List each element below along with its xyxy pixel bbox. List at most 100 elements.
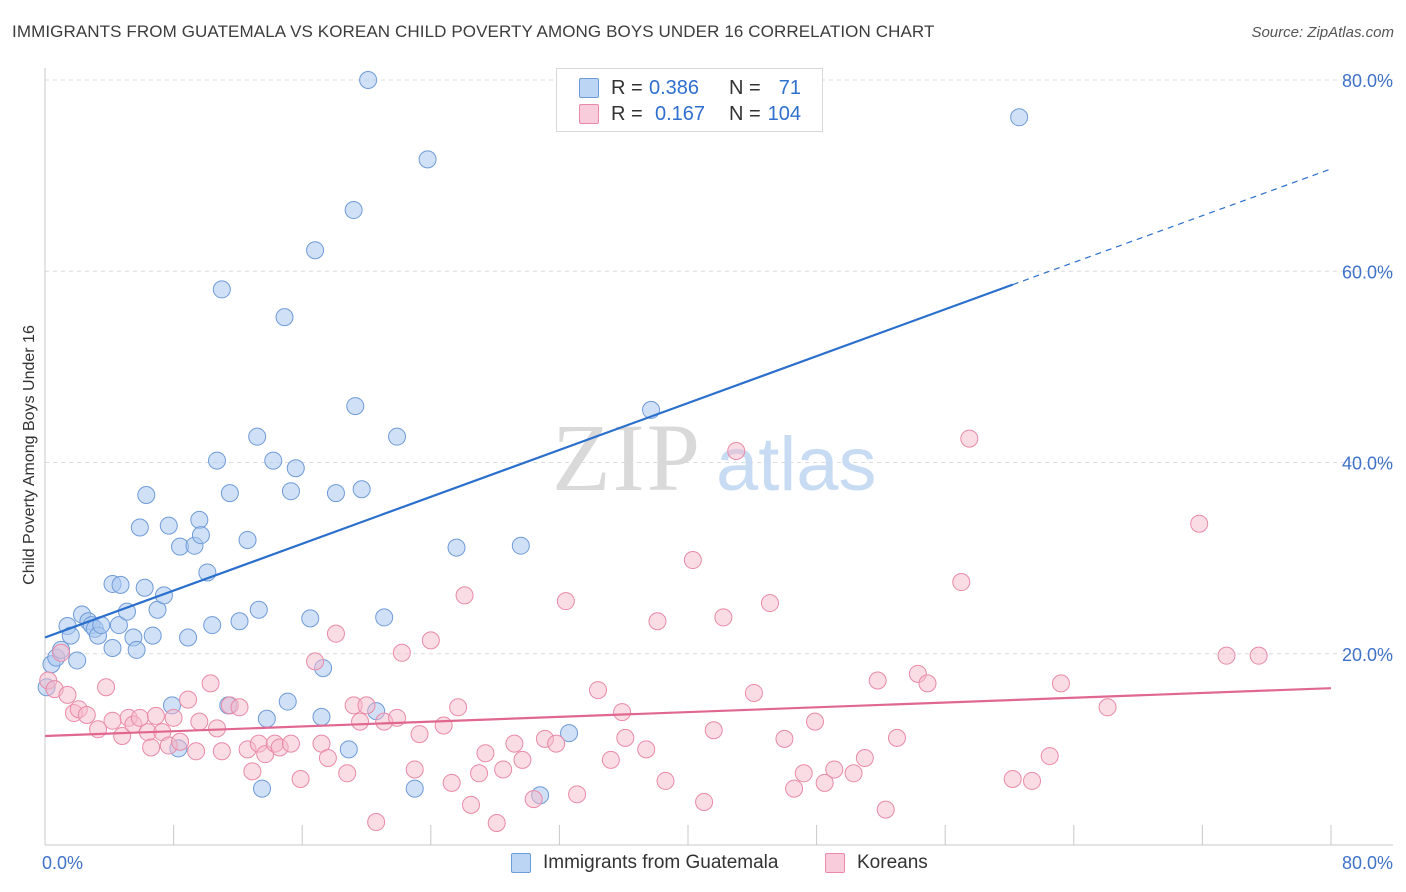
legend-n-value: 71: [778, 76, 801, 99]
data-point-koreans: [714, 608, 733, 627]
data-point-guatemala: [301, 609, 320, 628]
bottom-legend-swatch-pink: [825, 853, 845, 873]
data-point-guatemala: [275, 308, 294, 327]
stats-legend: R = 0.386 N = 71 R = 0.167 N = 104: [556, 68, 823, 132]
data-point-guatemala: [137, 486, 156, 505]
data-point-koreans: [449, 698, 468, 717]
y-tick-labels: 20.0% 40.0% 60.0% 80.0%: [1342, 71, 1393, 665]
data-point-koreans: [306, 652, 325, 671]
data-point-koreans: [505, 734, 524, 753]
data-point-koreans: [876, 800, 895, 819]
data-point-koreans: [326, 624, 345, 643]
data-point-koreans: [357, 696, 376, 715]
data-point-guatemala: [248, 427, 267, 446]
data-point-koreans: [844, 764, 863, 783]
data-point-koreans: [1249, 646, 1268, 665]
data-point-koreans: [392, 643, 411, 662]
data-point-koreans: [825, 760, 844, 779]
data-point-koreans: [97, 678, 116, 697]
axes: [44, 68, 1393, 846]
x-tick-min: 0.0%: [42, 853, 84, 873]
data-point-koreans: [601, 750, 620, 769]
data-point-koreans: [785, 779, 804, 798]
data-point-koreans: [103, 711, 122, 730]
data-point-guatemala: [388, 427, 407, 446]
data-point-koreans: [52, 643, 71, 662]
data-point-koreans: [613, 703, 632, 722]
data-point-guatemala: [312, 707, 331, 726]
data-point-koreans: [476, 744, 495, 763]
data-point-koreans: [744, 683, 763, 702]
legend-swatch-pink: [579, 104, 599, 124]
data-point-koreans: [683, 551, 702, 570]
data-point-koreans: [1217, 646, 1236, 665]
y-tick-label: 80.0%: [1342, 71, 1393, 91]
data-point-koreans: [775, 729, 794, 748]
data-point-koreans: [201, 674, 220, 693]
data-point-guatemala: [352, 480, 371, 499]
data-point-guatemala: [143, 626, 162, 645]
trend-lines: [44, 168, 1332, 738]
data-point-koreans: [727, 442, 746, 461]
data-point-guatemala: [447, 538, 466, 557]
chart-source: Source: ZipAtlas.com: [1251, 24, 1394, 41]
data-point-guatemala: [159, 516, 178, 535]
data-point-koreans: [695, 792, 714, 811]
data-point-guatemala: [511, 536, 530, 555]
data-point-guatemala: [130, 518, 149, 537]
data-point-guatemala: [249, 600, 268, 619]
data-point-guatemala: [220, 484, 239, 503]
data-point-koreans: [164, 708, 183, 727]
data-point-koreans: [146, 706, 165, 725]
data-point-guatemala: [109, 616, 128, 635]
data-point-koreans: [952, 573, 971, 592]
data-point-koreans: [1098, 698, 1117, 717]
data-point-koreans: [113, 726, 132, 745]
data-point-guatemala: [359, 71, 378, 89]
data-point-koreans: [656, 771, 675, 790]
data-point-guatemala: [68, 651, 87, 670]
data-point-koreans: [291, 770, 310, 789]
data-point-guatemala: [264, 451, 283, 470]
data-point-koreans: [190, 712, 209, 731]
data-point-guatemala: [208, 451, 227, 470]
trend-line-guatemala-extension: [1012, 168, 1332, 286]
data-point-koreans: [855, 748, 874, 767]
watermark: ZIP atlas: [552, 404, 877, 511]
data-point-koreans: [487, 814, 506, 833]
data-point-guatemala: [238, 530, 257, 549]
data-point-guatemala: [560, 724, 579, 743]
data-point-koreans: [77, 705, 96, 724]
data-point-koreans: [568, 785, 587, 804]
data-point-koreans: [887, 728, 906, 747]
legend-row-koreans: R = 0.167 N = 104: [579, 101, 801, 127]
bottom-legend-guatemala: Immigrants from Guatemala: [511, 852, 778, 874]
x-tick-max: 80.0%: [1341, 853, 1393, 873]
data-point-koreans: [1023, 771, 1042, 790]
y-axis-label: Child Poverty Among Boys Under 16: [21, 325, 38, 585]
bottom-legend-swatch-blue: [511, 853, 531, 873]
legend-n-label: N =: [729, 102, 761, 125]
data-point-koreans: [470, 764, 489, 783]
data-point-guatemala: [306, 241, 325, 260]
gridlines: [45, 79, 1393, 655]
data-point-guatemala: [418, 150, 437, 169]
data-point-koreans: [442, 773, 461, 792]
data-point-guatemala: [375, 608, 394, 627]
legend-r-label: R =: [611, 76, 643, 99]
legend-r-value: 0.167: [655, 102, 706, 125]
legend-r-value: 0.386: [649, 76, 700, 99]
trend-line-koreans: [44, 687, 1332, 738]
trend-line-guatemala: [44, 283, 1014, 639]
data-point-koreans: [338, 764, 357, 783]
data-point-guatemala: [203, 616, 222, 635]
data-point-koreans: [367, 813, 386, 832]
data-point-guatemala: [278, 692, 297, 711]
watermark-zip: ZIP: [552, 404, 702, 511]
data-point-koreans: [1190, 514, 1209, 533]
data-point-koreans: [434, 716, 453, 735]
data-point-koreans: [547, 734, 566, 753]
data-point-guatemala: [257, 709, 276, 728]
data-point-koreans: [171, 732, 190, 751]
